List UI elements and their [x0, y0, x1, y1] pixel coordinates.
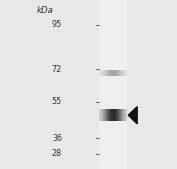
Bar — [99, 0, 127, 169]
Text: 55: 55 — [52, 97, 62, 106]
Text: kDa: kDa — [36, 6, 53, 15]
Text: 36: 36 — [52, 134, 62, 143]
Polygon shape — [128, 107, 137, 124]
Text: 28: 28 — [52, 149, 62, 158]
Text: 95: 95 — [52, 20, 62, 29]
Text: 72: 72 — [52, 65, 62, 74]
